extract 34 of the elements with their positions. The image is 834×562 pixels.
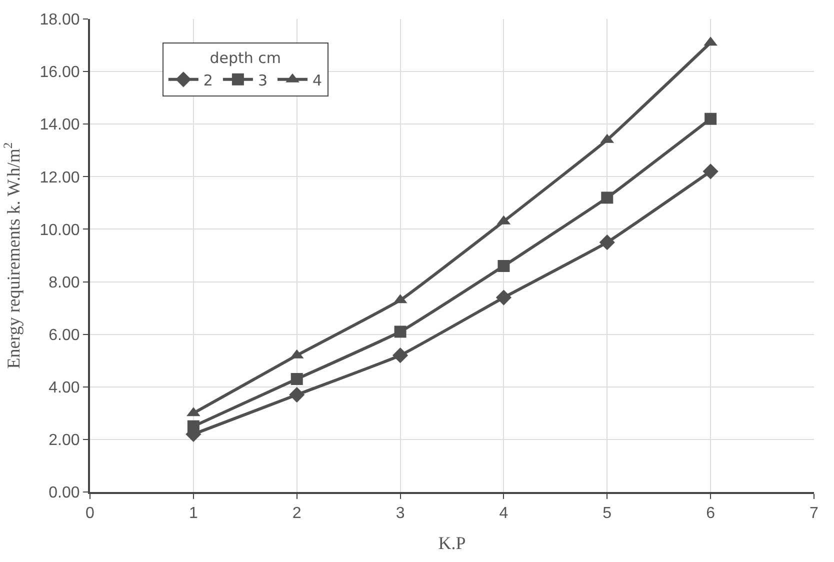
- x-tick-label: 3: [396, 505, 405, 522]
- x-tick-label: 6: [706, 505, 716, 522]
- point: [392, 348, 408, 364]
- point: [394, 326, 406, 338]
- y-tick-label: 6.00: [48, 326, 80, 344]
- x-tick-label: 0: [86, 505, 95, 522]
- point: [496, 290, 512, 306]
- point: [601, 192, 614, 204]
- x-tick-label: 7: [810, 505, 819, 522]
- point: [290, 373, 303, 386]
- legend-label: 4: [312, 71, 322, 90]
- x-tick-label: 4: [499, 505, 508, 522]
- point: [187, 420, 200, 432]
- point: [498, 260, 510, 272]
- legend-title: depth cm: [210, 49, 282, 68]
- y-tick-label: 4.00: [48, 379, 80, 396]
- y-tick-label: 8.00: [48, 274, 80, 292]
- x-tick-label: 1: [188, 505, 198, 522]
- point: [704, 112, 717, 125]
- y-tick-label: 2.00: [48, 432, 80, 450]
- x-tick-label: 5: [602, 505, 612, 522]
- y-tick-label: 14.00: [40, 116, 80, 134]
- point: [599, 234, 615, 250]
- y-tick-label: 12.00: [40, 169, 80, 186]
- y-tick-label: 10.00: [40, 222, 80, 239]
- y-tick-label: 16.00: [40, 64, 80, 82]
- point: [702, 164, 718, 180]
- legend-label: 2: [203, 71, 213, 90]
- y-tick-label: 0.00: [48, 484, 80, 502]
- x-tick-label: 2: [292, 505, 302, 522]
- x-axis-title: K.P: [438, 532, 466, 553]
- y-tick-label: 18.00: [40, 12, 80, 29]
- point: [289, 386, 305, 403]
- legend-label: 3: [258, 71, 268, 90]
